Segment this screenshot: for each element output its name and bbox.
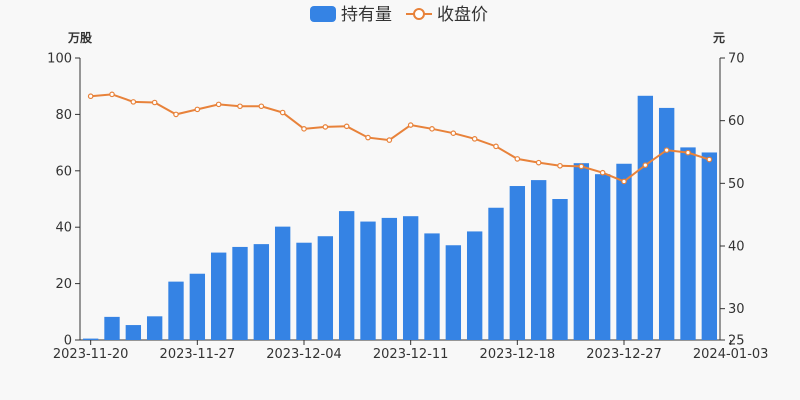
price-point[interactable] <box>450 130 457 137</box>
price-point[interactable] <box>407 122 414 128</box>
bar[interactable] <box>488 207 504 340</box>
left-tick-label: 0 <box>64 334 72 349</box>
bar[interactable] <box>317 236 334 340</box>
right-axis-ticks: 25 30 40 50 60 70 <box>720 52 745 349</box>
price-point[interactable] <box>87 93 94 100</box>
right-tick-label: 60 <box>728 114 745 129</box>
right-tick-label: 30 <box>728 302 745 317</box>
price-point[interactable] <box>279 109 286 116</box>
bar[interactable] <box>274 226 291 340</box>
right-tick-label: 40 <box>728 240 745 255</box>
bar[interactable] <box>146 316 163 340</box>
left-tick-label: 100 <box>47 52 72 67</box>
x-tick-label: 2023-12-27 <box>586 347 662 362</box>
x-tick-label: 2023-12-04 <box>266 347 342 362</box>
left-tick-label: 80 <box>55 108 72 123</box>
bar-series <box>82 95 718 341</box>
x-tick-label: 2023-12-18 <box>480 347 556 362</box>
right-tick-label: 25 <box>728 334 745 349</box>
x-tick-label: 2023-11-27 <box>160 347 236 362</box>
price-point[interactable] <box>109 91 115 98</box>
price-point[interactable] <box>599 169 606 176</box>
bar[interactable] <box>296 242 312 340</box>
bar[interactable] <box>189 273 206 340</box>
price-point[interactable] <box>301 126 307 132</box>
bar[interactable] <box>637 95 654 341</box>
bar[interactable] <box>360 221 376 340</box>
left-axis-ticks: 0 20 40 60 80 100 <box>47 52 80 349</box>
price-point[interactable] <box>365 134 371 141</box>
price-point[interactable] <box>215 101 222 108</box>
price-point[interactable] <box>194 106 201 113</box>
price-point[interactable] <box>386 137 393 143</box>
bar[interactable] <box>210 252 227 340</box>
price-point[interactable] <box>514 156 521 162</box>
bar[interactable] <box>381 217 398 340</box>
bar[interactable] <box>424 233 440 340</box>
bar[interactable] <box>616 163 632 340</box>
bar[interactable] <box>232 246 248 340</box>
bar[interactable] <box>573 163 590 340</box>
line-series <box>87 91 713 185</box>
price-point[interactable] <box>173 111 179 118</box>
right-tick-label: 70 <box>728 52 745 67</box>
legend-item-line[interactable]: 收盘价 <box>406 5 488 25</box>
bar[interactable] <box>402 216 419 340</box>
price-point[interactable] <box>429 126 435 132</box>
bar[interactable] <box>338 211 355 340</box>
bar[interactable] <box>552 199 568 340</box>
bar[interactable] <box>658 107 675 340</box>
legend-bar-label: 持有量 <box>341 5 392 25</box>
bar[interactable] <box>680 147 696 340</box>
right-axis-unit: 元 <box>713 31 725 45</box>
price-point[interactable] <box>130 99 137 105</box>
price-point[interactable] <box>322 124 329 130</box>
legend-bar-swatch <box>310 6 336 22</box>
bar[interactable] <box>104 316 120 340</box>
bar[interactable] <box>168 281 184 340</box>
price-point[interactable] <box>557 162 563 169</box>
bar[interactable] <box>466 231 483 340</box>
price-point[interactable] <box>343 123 350 130</box>
x-axis-ticks: 2023-11-20 2023-11-27 2023-12-04 2023-12-11… <box>53 340 769 362</box>
price-point[interactable] <box>663 147 670 153</box>
price-point[interactable] <box>258 103 265 110</box>
price-point[interactable] <box>642 162 649 168</box>
legend-line-marker <box>413 8 425 20</box>
bar[interactable] <box>530 180 547 340</box>
price-point[interactable] <box>471 136 478 142</box>
bar[interactable] <box>594 174 611 340</box>
legend-line-label: 收盘价 <box>437 5 488 25</box>
x-tick-label: 2023-12-11 <box>373 347 449 362</box>
bar[interactable] <box>253 244 270 340</box>
bar[interactable] <box>701 152 718 340</box>
bar[interactable] <box>509 186 526 340</box>
price-point[interactable] <box>151 99 158 106</box>
price-point[interactable] <box>706 156 713 163</box>
price-point[interactable] <box>535 159 542 166</box>
bar[interactable] <box>445 245 462 340</box>
legend-item-bar[interactable]: 持有量 <box>310 5 392 25</box>
price-point[interactable] <box>621 178 627 185</box>
legend: 持有量 收盘价 <box>310 5 488 25</box>
price-line <box>90 93 710 183</box>
price-point[interactable] <box>493 143 499 150</box>
right-tick-label: 50 <box>728 177 745 192</box>
price-point[interactable] <box>685 149 691 156</box>
left-tick-label: 40 <box>55 221 72 236</box>
left-tick-label: 60 <box>55 164 72 179</box>
left-tick-label: 20 <box>55 277 72 292</box>
bar[interactable] <box>125 325 142 340</box>
x-tick-label: 2024-01-03 <box>693 347 769 362</box>
price-point[interactable] <box>578 163 585 170</box>
price-point[interactable] <box>237 103 243 110</box>
x-tick-label: 2023-11-20 <box>53 347 129 362</box>
bar[interactable] <box>82 338 99 340</box>
left-axis-unit: 万股 <box>67 30 93 45</box>
